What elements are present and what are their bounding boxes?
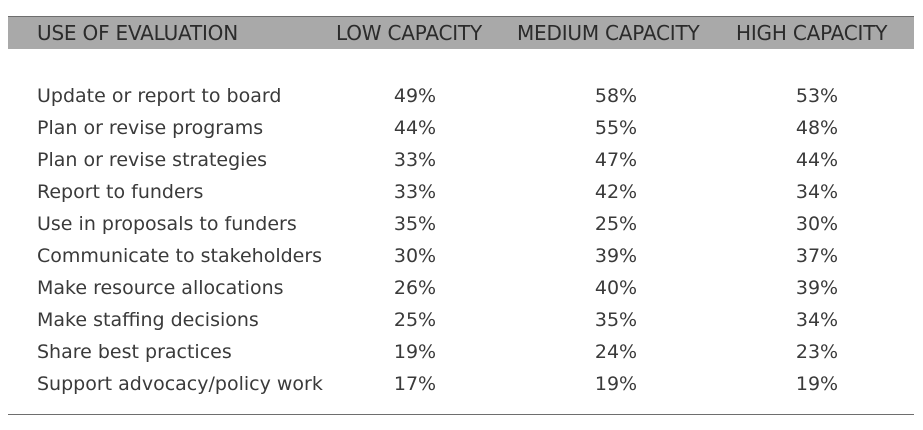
low-capacity-value: 33%: [393, 149, 437, 171]
medium-capacity-value: 39%: [594, 245, 638, 267]
header-use-of-evaluation: USE OF EVALUATION: [37, 21, 238, 45]
row-label: Make staffing decisions: [37, 309, 259, 331]
medium-capacity-value: 55%: [594, 117, 638, 139]
table-row: Make staffing decisions 25% 35% 34%: [8, 304, 914, 336]
row-label: Report to funders: [37, 181, 204, 203]
table-row: Make resource allocations 26% 40% 39%: [8, 272, 914, 304]
header-low-capacity: LOW CAPACITY: [336, 21, 482, 45]
low-capacity-value: 19%: [393, 341, 437, 363]
high-capacity-value: 44%: [795, 149, 839, 171]
medium-capacity-value: 40%: [594, 277, 638, 299]
evaluation-use-table: USE OF EVALUATION LOW CAPACITY MEDIUM CA…: [8, 16, 914, 395]
low-capacity-value: 33%: [393, 181, 437, 203]
high-capacity-value: 23%: [795, 341, 839, 363]
medium-capacity-value: 25%: [594, 213, 638, 235]
row-label: Update or report to board: [37, 85, 282, 107]
high-capacity-value: 39%: [795, 277, 839, 299]
header-medium-capacity: MEDIUM CAPACITY: [517, 21, 700, 45]
header-high-capacity: HIGH CAPACITY: [736, 21, 888, 45]
low-capacity-value: 35%: [393, 213, 437, 235]
row-label: Make resource allocations: [37, 277, 284, 299]
low-capacity-value: 49%: [393, 85, 437, 107]
high-capacity-value: 30%: [795, 213, 839, 235]
medium-capacity-value: 24%: [594, 341, 638, 363]
row-label: Plan or revise programs: [37, 117, 264, 139]
row-label: Communicate to stakeholders: [37, 245, 323, 267]
high-capacity-value: 48%: [795, 117, 839, 139]
table-header: USE OF EVALUATION LOW CAPACITY MEDIUM CA…: [8, 16, 914, 49]
row-label: Support advocacy/policy work: [37, 373, 323, 395]
table-row: Update or report to board 49% 58% 53%: [8, 80, 914, 112]
medium-capacity-value: 42%: [594, 181, 638, 203]
medium-capacity-value: 19%: [594, 373, 638, 395]
low-capacity-value: 26%: [393, 277, 437, 299]
table-row: Plan or revise programs 44% 55% 48%: [8, 112, 914, 144]
low-capacity-value: 30%: [393, 245, 437, 267]
low-capacity-value: 44%: [393, 117, 437, 139]
row-label: Use in proposals to funders: [37, 213, 297, 235]
high-capacity-value: 37%: [795, 245, 839, 267]
high-capacity-value: 53%: [795, 85, 839, 107]
table-row: Share best practices 19% 24% 23%: [8, 336, 914, 368]
high-capacity-value: 34%: [795, 309, 839, 331]
high-capacity-value: 19%: [795, 373, 839, 395]
table-row: Plan or revise strategies 33% 47% 44%: [8, 144, 914, 176]
low-capacity-value: 17%: [393, 373, 437, 395]
table-body: Update or report to board 49% 58% 53% Pl…: [8, 80, 914, 400]
high-capacity-value: 34%: [795, 181, 839, 203]
medium-capacity-value: 58%: [594, 85, 638, 107]
medium-capacity-value: 35%: [594, 309, 638, 331]
row-label: Plan or revise strategies: [37, 149, 268, 171]
table-row: Use in proposals to funders 35% 25% 30%: [8, 208, 914, 240]
table-row: Report to funders 33% 42% 34%: [8, 176, 914, 208]
low-capacity-value: 25%: [393, 309, 437, 331]
table-row: Support advocacy/policy work 17% 19% 19%: [8, 368, 914, 400]
table-bottom-rule: [8, 414, 914, 415]
medium-capacity-value: 47%: [594, 149, 638, 171]
row-label: Share best practices: [37, 341, 232, 363]
table-row: Communicate to stakeholders 30% 39% 37%: [8, 240, 914, 272]
